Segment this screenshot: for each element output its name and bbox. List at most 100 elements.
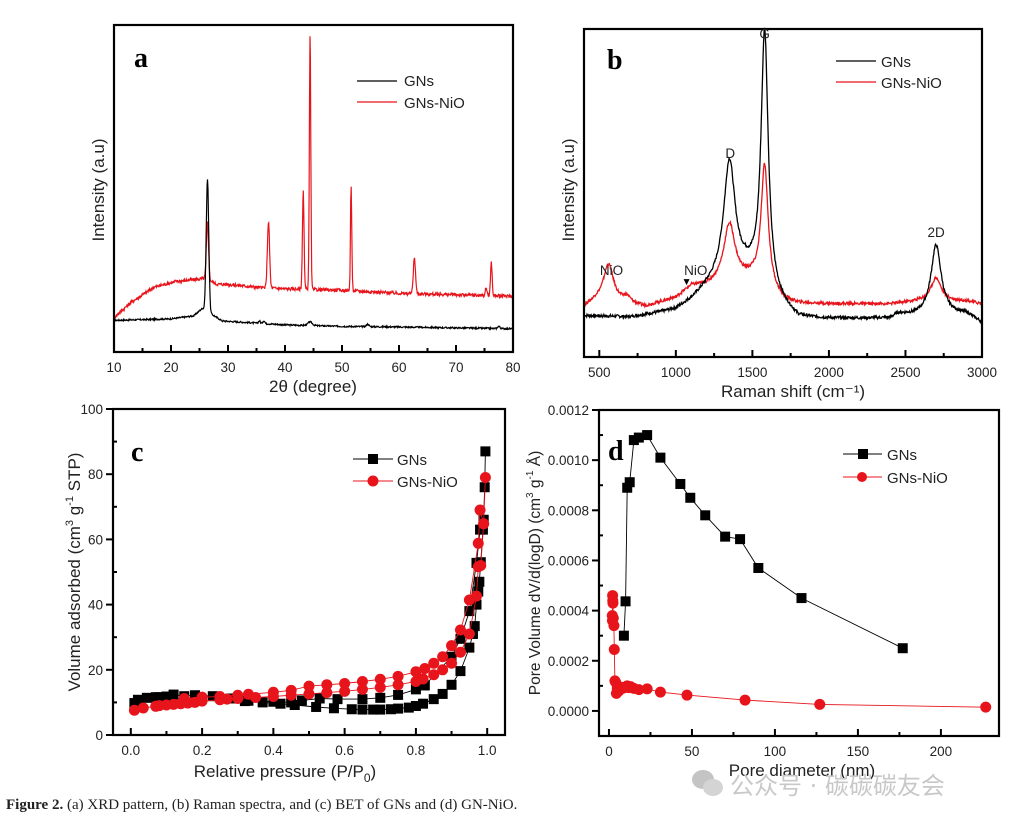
panel-b-x-ticks: 500 1000 1500 2000 2500 3000 <box>588 350 997 380</box>
data-point-gns <box>753 562 764 573</box>
series-line-gns-desorption <box>248 519 485 703</box>
data-point-gns-nio <box>654 686 666 698</box>
data-point-gns-nio <box>479 471 491 483</box>
data-point-gns-nio <box>428 669 440 681</box>
x-tick-label: 2000 <box>814 365 844 380</box>
legend-marker-gns <box>858 449 868 459</box>
panel-a-x-ticks: 10 20 30 40 50 60 70 80 <box>106 345 521 375</box>
data-point-gns <box>375 692 386 703</box>
panel-d-y-axis-title: Pore Volume dV/d(logD) (cm3 g-1 Å) <box>525 451 544 696</box>
data-point-gns-nio <box>607 597 619 609</box>
data-point-gns <box>132 694 143 705</box>
panel-b-x-axis-title: Raman shift (cm⁻¹) <box>721 382 865 401</box>
data-point-gns-nio <box>437 651 449 663</box>
x-tick-label: 0.8 <box>407 743 426 758</box>
panel-b-letter: b <box>607 45 623 76</box>
x-tick-label: 10 <box>106 360 121 375</box>
data-point-gns-nio <box>454 624 466 636</box>
data-point-gns <box>161 691 172 702</box>
data-point-gns-nio <box>475 559 487 571</box>
panel-c-x-ticks: 0.0 0.2 0.4 0.6 0.8 1.0 <box>121 728 497 758</box>
data-point-gns-nio <box>437 664 449 676</box>
data-point-gns <box>207 691 218 702</box>
panel-b-legend: GNs GNs-NiO <box>836 54 942 92</box>
panel-d-frame <box>597 408 1001 738</box>
panel-d-plot-area <box>606 430 992 713</box>
data-point-gns-nio <box>303 680 315 692</box>
data-point-gns-nio <box>474 504 486 516</box>
data-point-gns-nio <box>463 594 475 606</box>
legend-label-gns: GNs <box>404 73 434 90</box>
x-tick-label: 60 <box>391 360 406 375</box>
data-point-gns <box>296 695 307 706</box>
panel-b-plot-area <box>583 27 983 325</box>
data-point-gns <box>685 492 696 503</box>
y-tick-label: 40 <box>88 598 103 613</box>
panel-c-bet-isotherm-chart: 0.0 0.2 0.4 0.6 0.8 1.0 0 20 40 60 80 100 Relative… <box>64 402 507 785</box>
data-point-gns <box>418 698 429 709</box>
y-tick-label: 100 <box>80 402 103 417</box>
x-tick-label: 0.2 <box>193 743 212 758</box>
panel-c-y-ticks: 0 20 40 60 80 100 <box>80 402 117 743</box>
data-point-gns <box>437 688 448 699</box>
data-point-gns <box>154 692 165 703</box>
data-point-gns <box>624 477 635 488</box>
x-tick-label: 20 <box>163 360 178 375</box>
data-point-gns <box>796 593 807 604</box>
panel-a-frame <box>112 23 515 354</box>
legend-label-gns-nio: GNs-NiO <box>881 75 942 92</box>
series-line-gns <box>623 434 903 649</box>
nio-arrow-marker <box>683 279 690 286</box>
panel-b-frame <box>582 27 984 359</box>
data-point-gns-nio <box>814 698 826 710</box>
data-point-gns-nio <box>641 683 653 695</box>
data-point-gns-nio <box>214 691 226 703</box>
x-tick-label: 70 <box>448 360 463 375</box>
data-point-gns <box>168 689 179 700</box>
data-point-gns <box>675 478 686 489</box>
panel-a-plot-area <box>113 36 514 331</box>
data-point-gns <box>428 694 439 705</box>
data-point-gns <box>410 700 421 711</box>
panel-d-pore-size-chart: 0 50 100 150 200 0.00000.00020.00040.00060.0… <box>525 403 1001 780</box>
y-tick-label: 0.0008 <box>548 503 589 518</box>
data-point-gns-nio <box>178 692 190 704</box>
peak-annotation-d: D <box>725 146 735 161</box>
data-point-gns-nio <box>356 683 368 695</box>
data-point-gns <box>243 695 254 706</box>
peak-annotation-nio: NiO <box>600 263 623 278</box>
data-point-gns <box>735 534 746 545</box>
series-line-gns-nio <box>583 162 983 309</box>
peak-annotation-2d: 2D <box>927 225 945 240</box>
x-tick-label: 0 <box>605 744 613 759</box>
data-point-gns <box>469 621 480 632</box>
data-point-gns-nio <box>392 670 404 682</box>
legend-marker-gns <box>368 454 378 464</box>
data-point-gns-nio <box>739 694 751 706</box>
x-tick-label: 500 <box>588 365 611 380</box>
panel-d-y-ticks: 0.0000 0.0002 0.0004 0.0006 0.0008 0.0010 0.00… <box>548 403 603 719</box>
data-point-gns-nio <box>242 688 254 700</box>
data-point-gns <box>286 697 297 708</box>
data-point-gns <box>474 576 485 587</box>
data-point-gns <box>642 430 653 441</box>
caption-text: (a) XRD pattern, (b) Raman spectra, and … <box>63 797 518 813</box>
data-point-gns-nio <box>478 518 490 530</box>
watermark: 公众号 · 碳碳碳友会 <box>692 766 945 801</box>
data-point-gns <box>419 680 430 691</box>
legend-marker-gns-nio <box>857 472 867 482</box>
y-tick-label: 0 <box>95 728 103 743</box>
figure-caption: Figure 2. (a) XRD pattern, (b) Raman spe… <box>6 797 517 814</box>
panel-d-x-axis-title: Pore diameter (nm) <box>729 761 875 780</box>
data-point-gns <box>332 694 343 705</box>
x-tick-label: 150 <box>847 744 870 759</box>
data-point-gns <box>314 693 325 704</box>
data-point-gns <box>275 698 286 709</box>
data-point-gns <box>633 432 644 443</box>
data-point-gns <box>393 689 404 700</box>
series-line-gns <box>113 179 514 331</box>
panel-a-letter: a <box>134 43 148 74</box>
data-point-gns-nio <box>446 657 458 669</box>
panel-d-letter: d <box>608 436 624 467</box>
